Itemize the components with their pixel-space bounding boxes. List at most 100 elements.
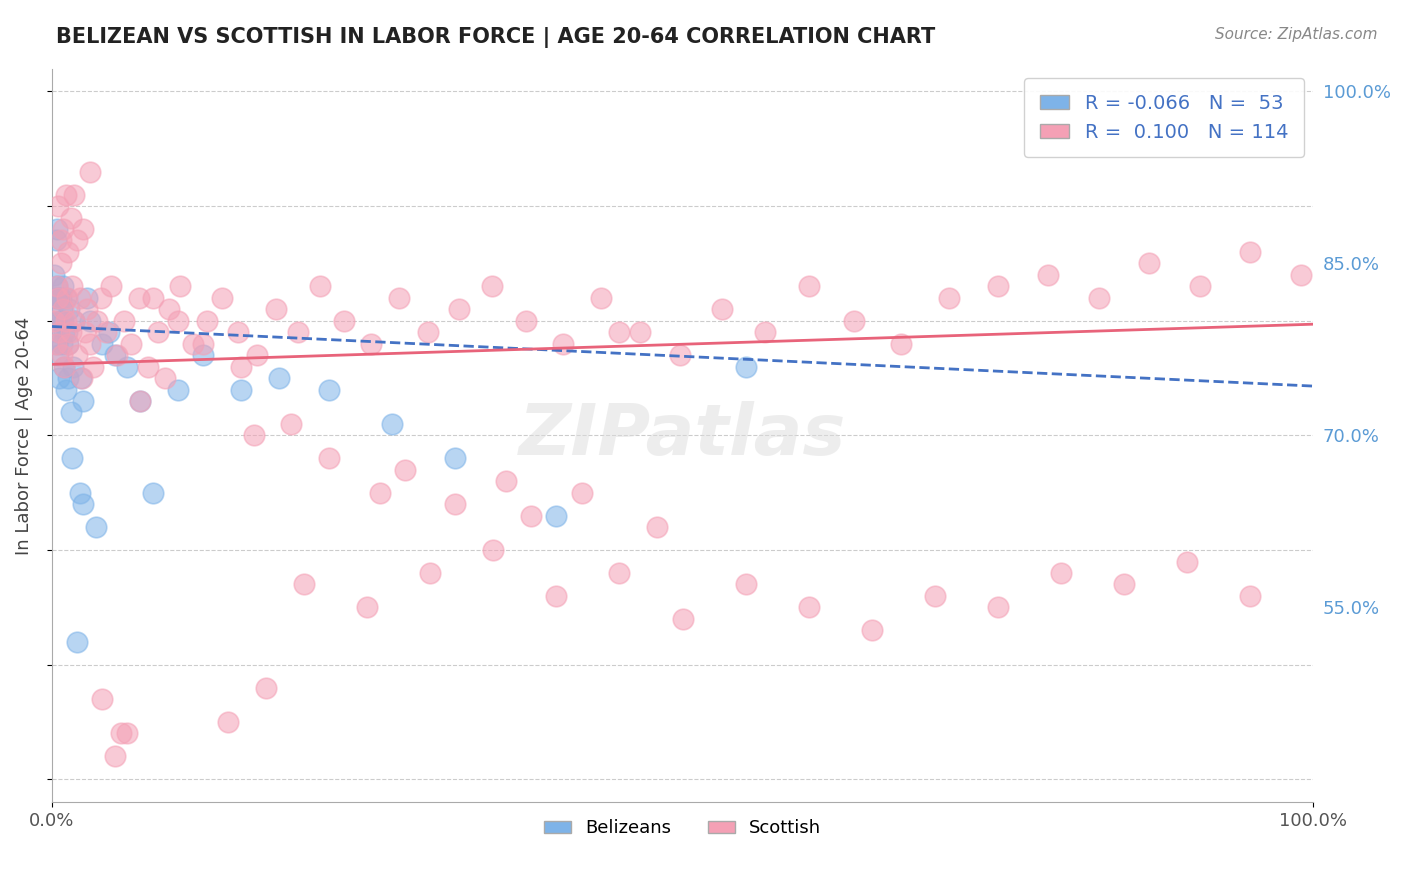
Point bbox=[482, 543, 505, 558]
Point bbox=[79, 164, 101, 178]
Point bbox=[167, 314, 190, 328]
Point bbox=[1175, 554, 1198, 568]
Point bbox=[73, 325, 96, 339]
Point bbox=[1137, 256, 1160, 270]
Point bbox=[229, 383, 252, 397]
Point bbox=[59, 211, 82, 225]
Point bbox=[86, 314, 108, 328]
Point bbox=[1038, 268, 1060, 282]
Point bbox=[444, 451, 467, 466]
Point bbox=[1289, 268, 1312, 282]
Text: ZIPatlas: ZIPatlas bbox=[519, 401, 846, 470]
Point bbox=[754, 325, 776, 339]
Point bbox=[46, 291, 69, 305]
Point bbox=[72, 394, 94, 409]
Point bbox=[318, 383, 340, 397]
Point bbox=[58, 302, 80, 317]
Point bbox=[53, 359, 76, 374]
Point bbox=[280, 417, 302, 431]
Point bbox=[53, 359, 76, 374]
Point bbox=[69, 485, 91, 500]
Point bbox=[217, 714, 239, 729]
Point bbox=[444, 497, 467, 511]
Point bbox=[117, 726, 139, 740]
Point bbox=[62, 359, 84, 374]
Point bbox=[924, 589, 946, 603]
Point bbox=[546, 589, 568, 603]
Point bbox=[55, 291, 77, 305]
Point bbox=[191, 348, 214, 362]
Point bbox=[169, 279, 191, 293]
Point bbox=[56, 371, 79, 385]
Point bbox=[229, 359, 252, 374]
Point bbox=[669, 348, 692, 362]
Point bbox=[117, 359, 139, 374]
Point bbox=[797, 279, 820, 293]
Point bbox=[100, 279, 122, 293]
Point bbox=[82, 359, 104, 374]
Point bbox=[55, 383, 77, 397]
Point bbox=[368, 485, 391, 500]
Point bbox=[356, 600, 378, 615]
Point bbox=[66, 234, 89, 248]
Point bbox=[56, 336, 79, 351]
Point bbox=[842, 314, 865, 328]
Point bbox=[495, 475, 517, 489]
Point bbox=[309, 279, 332, 293]
Point bbox=[628, 325, 651, 339]
Point bbox=[734, 359, 756, 374]
Point bbox=[287, 325, 309, 339]
Point bbox=[63, 187, 86, 202]
Point bbox=[84, 520, 107, 534]
Point bbox=[51, 336, 73, 351]
Point bbox=[46, 325, 69, 339]
Point bbox=[66, 634, 89, 648]
Point bbox=[48, 314, 70, 328]
Point bbox=[419, 566, 441, 580]
Point bbox=[571, 485, 593, 500]
Point bbox=[671, 612, 693, 626]
Point bbox=[1239, 244, 1261, 259]
Point bbox=[55, 314, 77, 328]
Point bbox=[191, 336, 214, 351]
Point bbox=[69, 291, 91, 305]
Point bbox=[79, 336, 101, 351]
Point bbox=[155, 371, 177, 385]
Point bbox=[55, 187, 77, 202]
Point bbox=[46, 199, 69, 213]
Point bbox=[44, 314, 66, 328]
Point bbox=[52, 302, 75, 317]
Point bbox=[63, 314, 86, 328]
Point bbox=[129, 394, 152, 409]
Point bbox=[1050, 566, 1073, 580]
Point bbox=[48, 291, 70, 305]
Point bbox=[104, 749, 127, 764]
Point bbox=[394, 463, 416, 477]
Point bbox=[246, 348, 269, 362]
Point bbox=[91, 692, 114, 706]
Point bbox=[48, 371, 70, 385]
Point bbox=[94, 325, 117, 339]
Point bbox=[142, 485, 165, 500]
Point bbox=[860, 624, 883, 638]
Point bbox=[69, 371, 91, 385]
Point bbox=[44, 336, 66, 351]
Point bbox=[46, 291, 69, 305]
Point bbox=[146, 325, 169, 339]
Point bbox=[51, 348, 73, 362]
Point bbox=[49, 256, 72, 270]
Point bbox=[56, 336, 79, 351]
Point bbox=[52, 222, 75, 236]
Point bbox=[44, 291, 66, 305]
Point bbox=[546, 508, 568, 523]
Point bbox=[987, 279, 1010, 293]
Point bbox=[60, 451, 83, 466]
Point bbox=[56, 291, 79, 305]
Point bbox=[267, 371, 290, 385]
Point bbox=[266, 302, 288, 317]
Point bbox=[45, 222, 67, 236]
Point bbox=[416, 325, 439, 339]
Point bbox=[292, 577, 315, 591]
Text: BELIZEAN VS SCOTTISH IN LABOR FORCE | AGE 20-64 CORRELATION CHART: BELIZEAN VS SCOTTISH IN LABOR FORCE | AG… bbox=[56, 27, 935, 48]
Point bbox=[242, 428, 264, 442]
